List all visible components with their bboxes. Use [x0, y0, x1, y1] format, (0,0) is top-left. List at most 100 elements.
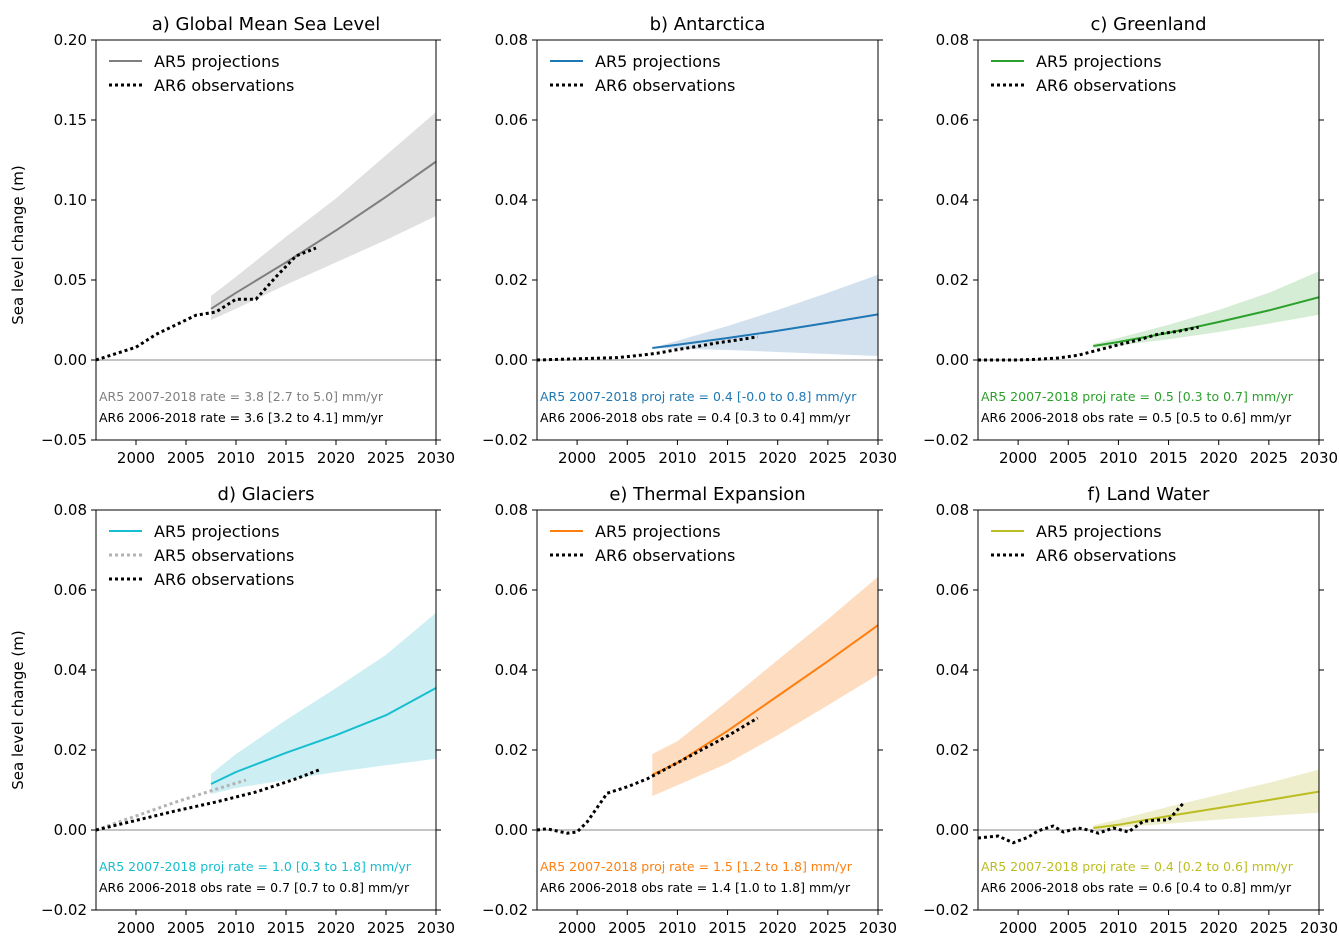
y-tick-label: 0.00 [936, 351, 969, 369]
x-tick-label: 2010 [1099, 449, 1137, 467]
rate-annotation: AR5 2007-2018 proj rate = 1.5 [1.2 to 1.… [540, 859, 853, 874]
rate-annotation: AR6 2006-2018 obs rate = 0.7 [0.7 to 0.8… [99, 880, 410, 895]
legend-label: AR5 projections [154, 52, 280, 71]
rate-annotation: AR5 2007-2018 proj rate = 1.0 [0.3 to 1.… [99, 859, 412, 874]
likely-range-band [652, 274, 878, 356]
x-tick-label: 2000 [999, 919, 1037, 936]
chart-title: c) Greenland [1090, 14, 1206, 35]
likely-range-band [211, 612, 436, 794]
y-tick-label: 0.02 [54, 741, 87, 759]
y-tick-label: 0.08 [936, 31, 969, 49]
rate-annotation: AR5 2007-2018 proj rate = 0.5 [0.3 to 0.… [981, 389, 1294, 404]
legend-label: AR5 observations [154, 546, 294, 565]
y-tick-label: 0.05 [54, 271, 87, 289]
x-tick-label: 2020 [759, 449, 797, 467]
series-line [210, 160, 436, 310]
rate-annotation: AR6 2006-2018 obs rate = 0.5 [0.5 to 0.6… [981, 410, 1292, 425]
x-tick-label: 2030 [859, 449, 897, 467]
rate-annotation: AR5 2007-2018 proj rate = 0.4 [0.2 to 0.… [981, 859, 1294, 874]
rate-annotation: AR5 2007-2018 rate = 3.8 [2.7 to 5.0] mm… [99, 389, 384, 404]
y-tick-label: −0.02 [482, 901, 528, 919]
y-tick-label: −0.05 [41, 431, 87, 449]
y-tick-label: 0.15 [54, 111, 87, 129]
y-tick-label: 0.08 [495, 31, 528, 49]
x-tick-label: 2025 [809, 449, 847, 467]
y-tick-label: 0.08 [936, 501, 969, 519]
y-tick-label: −0.02 [41, 901, 87, 919]
x-tick-label: 2010 [217, 449, 255, 467]
x-tick-label: 2005 [1049, 449, 1087, 467]
x-tick-label: 2015 [708, 919, 746, 936]
x-tick-label: 2015 [1149, 919, 1187, 936]
x-tick-label: 2020 [1200, 919, 1238, 936]
likely-range-band [652, 576, 878, 796]
y-tick-label: 0.04 [54, 661, 87, 679]
legend-label: AR5 projections [154, 522, 280, 541]
x-tick-label: 2015 [267, 449, 305, 467]
x-tick-label: 2005 [608, 449, 646, 467]
x-tick-label: 2015 [708, 449, 746, 467]
y-axis-label-top: Sea level change (m) [9, 165, 27, 324]
legend-label: AR5 projections [1036, 522, 1162, 541]
y-tick-label: 0.06 [54, 581, 87, 599]
y-tick-label: 0.02 [936, 271, 969, 289]
rate-annotation: AR6 2006-2018 rate = 3.6 [3.2 to 4.1] mm… [99, 410, 384, 425]
chart-panel: 2000 2005 2010 2015 2020 2025 2030 −0.02 0.00 0.0… [482, 14, 897, 467]
legend-label: AR6 observations [595, 546, 735, 565]
x-tick-label: 2025 [367, 919, 405, 936]
x-tick-label: 2025 [1250, 919, 1288, 936]
y-tick-label: 0.08 [54, 501, 87, 519]
plot-area [537, 576, 878, 835]
plot-area [978, 271, 1319, 362]
x-tick-label: 2030 [859, 919, 897, 936]
y-tick-label: 0.00 [495, 821, 528, 839]
x-tick-label: 2030 [417, 919, 455, 936]
x-tick-label: 2005 [608, 919, 646, 936]
x-tick-label: 2015 [267, 919, 305, 936]
x-tick-label: 2010 [658, 449, 696, 467]
y-tick-label: 0.10 [54, 191, 87, 209]
x-tick-label: 2030 [1300, 449, 1338, 467]
chart-title: d) Glaciers [218, 484, 315, 505]
y-tick-label: 0.02 [495, 271, 528, 289]
chart-panel: 2000 2005 2010 2015 2020 2025 2030 −0.02 0.00 0.0… [923, 14, 1338, 467]
x-tick-label: 2005 [1049, 919, 1087, 936]
chart-panel: 2000 2005 2010 2015 2020 2025 2030 −0.02 0.00 0.0… [41, 484, 455, 936]
axes-frame [536, 39, 879, 441]
x-tick-label: 2000 [558, 449, 596, 467]
x-tick-label: 2005 [167, 919, 205, 936]
x-tick-label: 2010 [1099, 919, 1137, 936]
likely-range-band [1093, 769, 1319, 830]
y-tick-label: 0.04 [495, 661, 528, 679]
chart-title: f) Land Water [1088, 484, 1211, 505]
chart-title: e) Thermal Expansion [609, 484, 805, 505]
series-line [1093, 296, 1319, 347]
chart-panel: 2000 2005 2010 2015 2020 2025 2030 −0.02 0.00 0.0… [482, 484, 897, 936]
legend-label: AR5 projections [1036, 52, 1162, 71]
y-tick-label: 0.06 [495, 581, 528, 599]
x-tick-label: 2020 [1200, 449, 1238, 467]
x-tick-label: 2015 [1149, 449, 1187, 467]
x-tick-label: 2000 [999, 449, 1037, 467]
plot-area [978, 769, 1319, 845]
x-tick-label: 2030 [417, 449, 455, 467]
likely-range-band [211, 112, 436, 320]
axes-frame [95, 509, 437, 911]
chart-title: b) Antarctica [650, 14, 766, 35]
x-tick-label: 2000 [117, 449, 155, 467]
axes-frame [95, 39, 437, 441]
chart-panel: 2000 2005 2010 2015 2020 2025 2030 −0.02 0.00 0.0… [923, 484, 1338, 936]
x-tick-label: 2020 [317, 449, 355, 467]
y-tick-label: 0.04 [936, 661, 969, 679]
y-tick-label: 0.06 [495, 111, 528, 129]
series-line [96, 778, 247, 832]
panels: 2000 2005 2010 2015 2020 2025 2030 −0.05 0.00 0.0… [41, 14, 1338, 936]
x-tick-label: 2025 [367, 449, 405, 467]
series-line [96, 246, 317, 362]
x-tick-label: 2010 [217, 919, 255, 936]
x-tick-label: 2030 [1300, 919, 1338, 936]
y-axis-label-bottom: Sea level change (m) [9, 630, 27, 789]
plot-area [537, 274, 878, 362]
legend-label: AR6 observations [1036, 546, 1176, 565]
